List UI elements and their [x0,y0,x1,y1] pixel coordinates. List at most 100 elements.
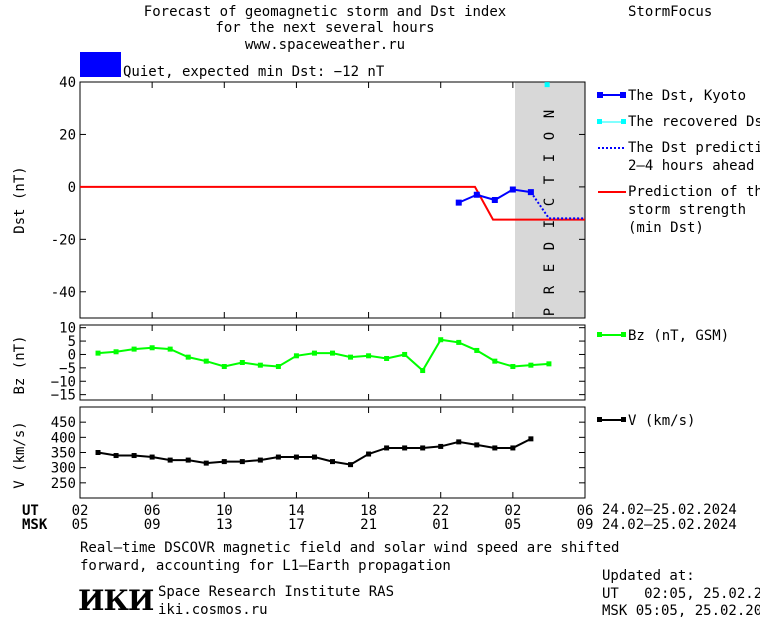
v-point [366,451,372,457]
bz-point [456,339,462,345]
bz-panel: Bz (nT) [12,324,586,401]
footer-note-line1: Real–time DSCOVR magnetic field and sola… [80,540,620,556]
bz-point [167,346,173,352]
bz-point [221,364,227,370]
bz-point [384,355,390,361]
v-ylabel: V (km/s) [12,421,28,488]
prediction-band-letter: D [542,242,558,250]
prediction-band-label: P R E D I C T I O N [542,110,558,316]
bz-point [149,345,155,351]
v-point [384,445,390,451]
v-point [185,457,191,463]
v-ytick-label: 350 [51,446,76,462]
bz-point [510,364,516,370]
v-point [257,457,263,463]
dst-ytick-label: 20 [59,127,76,143]
bz-point [366,353,372,359]
bz-line [97,338,550,373]
legend-dst-recovered: The recovered Dst [597,114,760,130]
dst-kyoto-point [509,186,516,193]
legend-v-label: V (km/s) [628,413,695,429]
prediction-band [515,82,585,318]
v-point [420,445,426,451]
chart-title-line1: Forecast of geomagnetic storm and Dst in… [143,4,507,20]
dst-ytick-label: 0 [68,180,76,196]
v-point [167,457,173,463]
updated-ut: UT 02:05, 25.02.2024 [602,586,760,602]
legend-v: V (km/s) [597,413,695,429]
v-frame [79,406,586,499]
legend-storm-strength-label-1: Prediction of the [628,184,760,200]
v-point [311,454,317,460]
v-point [492,445,498,451]
msk-tick-label: 21 [360,517,377,533]
v-point [131,453,137,459]
chart-title-url: www.spaceweather.ru [244,37,406,53]
bz-ytick-label: 0 [68,347,76,363]
ut-tick-label: 22 [432,503,449,519]
msk-date-range: 24.02–25.02.2024 [602,517,737,533]
bz-frame [79,324,586,401]
bz-point [420,368,426,374]
bz-point [203,358,209,364]
prediction-band-letter: C [542,198,558,206]
legend-dst-kyoto-label: The Dst, Kyoto [628,88,746,104]
bz-point [492,358,498,364]
bz-point [546,361,552,367]
v-ytick-label: 400 [51,430,76,446]
legend: The Dst, Kyoto The recovered Dst The Dst… [597,88,760,429]
prediction-band-letter: T [542,175,558,184]
legend-dst-prediction-label-1: The Dst prediction [628,140,760,156]
dst-kyoto-point [473,191,480,198]
bz-point [474,347,480,353]
v-point [456,439,462,445]
v-point [330,459,335,465]
msk-tick-label: 09 [577,517,594,533]
dst-kyoto-point [491,197,498,203]
bz-ytick-label: −15 [51,388,76,404]
legend-bz-label: Bz (nT, GSM) [628,328,729,344]
footer-note-line2: forward, accounting for L1–Earth propaga… [80,558,451,574]
legend-storm-strength-label-3: (min Dst) [628,220,704,236]
bz-ytick-label: 5 [68,334,76,350]
dst-prediction-line [530,191,585,220]
dst-ylabel: Dst (nT) [12,166,28,233]
bz-point [311,350,317,356]
storm-strength-line [80,185,585,221]
bz-point [257,362,263,368]
legend-dst-prediction: The Dst prediction 2–4 hours ahead [598,140,760,174]
v-ytick-label: 300 [51,461,76,477]
bz-point [330,350,335,356]
v-point [239,459,245,465]
prediction-band-letter: I [542,220,558,228]
msk-tick-label: 05 [504,517,521,533]
v-ytick-label: 250 [51,476,76,492]
v-line [97,437,532,466]
bz-point [438,337,444,343]
bz-point [131,346,137,352]
v-point [275,454,281,460]
prediction-band-letter: O [542,132,558,140]
ut-tick-label: 02 [72,503,89,519]
bz-point [95,350,101,356]
msk-axis-label: MSK [22,517,48,533]
dst-kyoto-point [455,199,462,206]
bz-ytick-label: 10 [59,321,76,337]
ut-tick-label: 06 [577,503,594,519]
prediction-band-letter: E [542,264,558,272]
legend-dst-recovered-label: The recovered Dst [628,114,760,130]
status-label: Quiet, expected min Dst: −12 nT [123,64,385,80]
bz-point [239,360,245,365]
v-point [402,445,408,451]
updated-msk: MSK 05:05, 25.02.2024 [602,603,760,619]
updated-label: Updated at: [602,568,695,584]
legend-storm-strength: Prediction of the storm strength (min Ds… [598,184,760,236]
prediction-band-letter: I [542,154,558,162]
v-point [348,462,354,468]
v-point [149,454,155,460]
institute-site[interactable]: iki.cosmos.ru [158,602,268,618]
bz-ylabel: Bz (nT) [12,335,28,394]
msk-tick-label: 13 [216,517,233,533]
dst-frame [79,81,586,319]
msk-tick-label: 01 [432,517,449,533]
